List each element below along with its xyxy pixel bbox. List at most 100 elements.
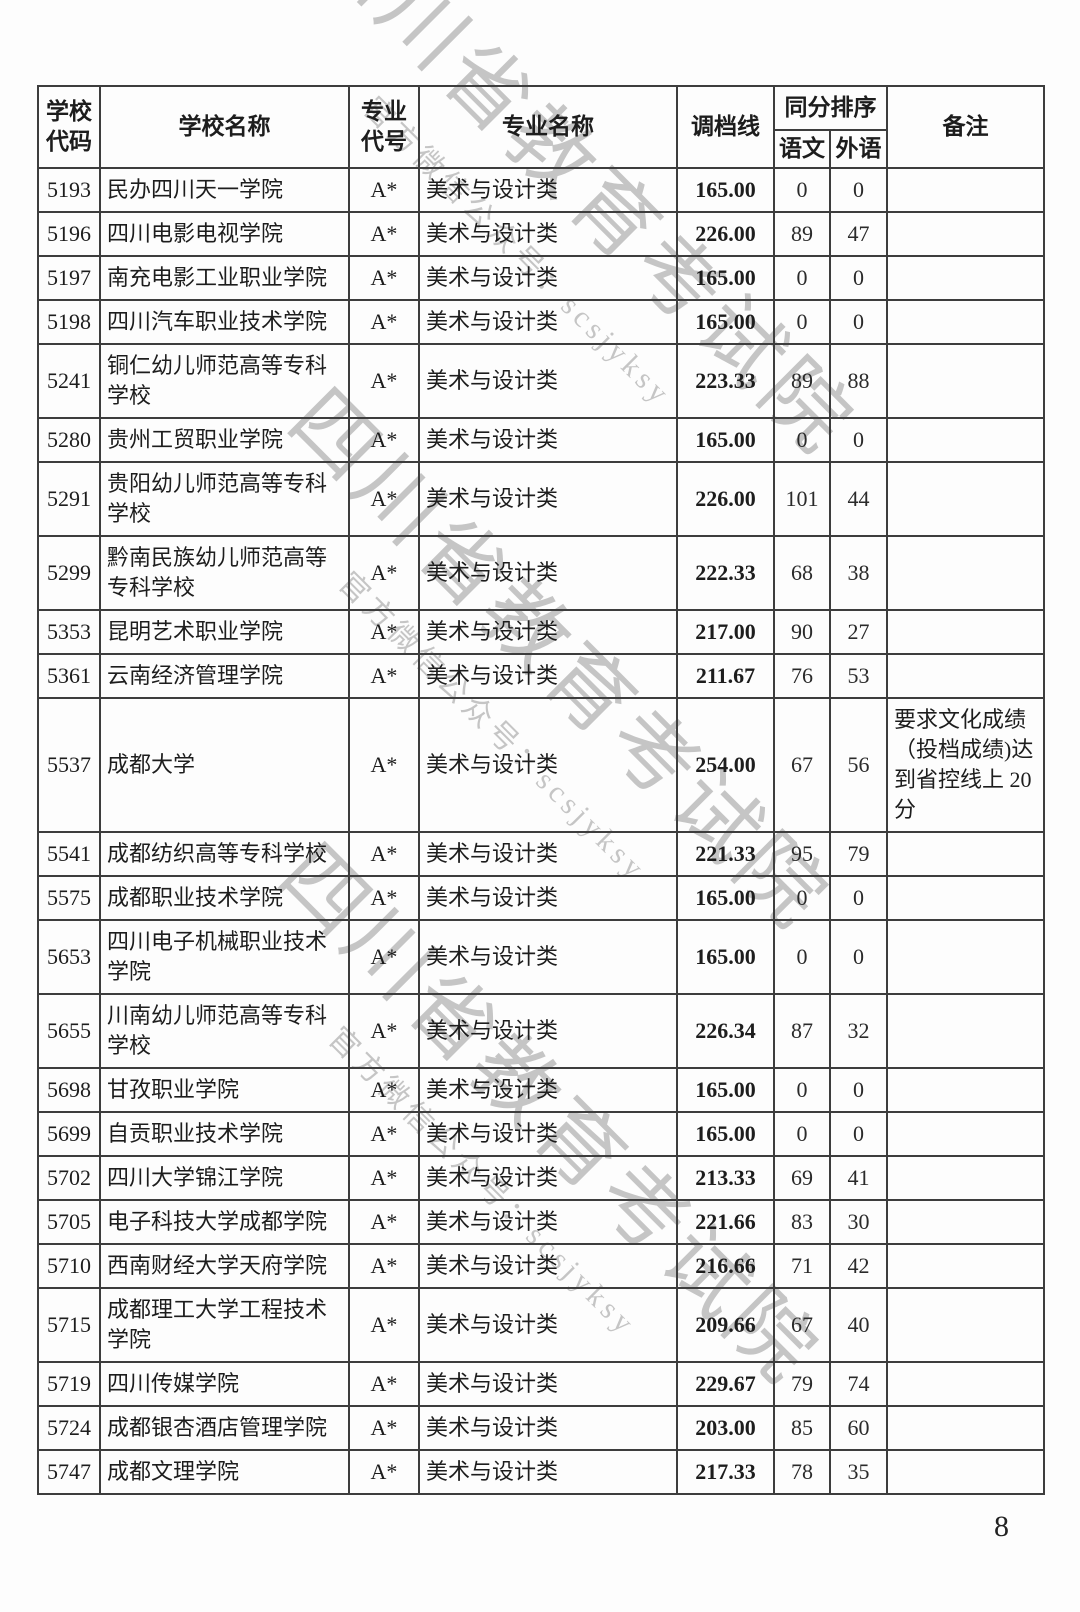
cell-chinese-score: 79: [773, 1361, 831, 1407]
cell-school-name: 云南经济管理学院: [99, 653, 350, 699]
table-row: 5196 四川电影电视学院 A* 美术与设计类 226.00 89 47: [37, 211, 1045, 257]
cell-remark: [886, 875, 1045, 921]
cell-major-code: A*: [348, 831, 420, 877]
cell-school-name: 黔南民族幼儿师范高等专科学校: [99, 535, 350, 611]
cell-chinese-score: 0: [773, 919, 831, 995]
cell-major-name: 美术与设计类: [418, 1111, 678, 1157]
cell-remark: [886, 1405, 1045, 1451]
cell-major-name: 美术与设计类: [418, 1067, 678, 1113]
col-header-major-name: 专业名称: [418, 85, 678, 169]
table-row: 5197 南充电影工业职业学院 A* 美术与设计类 165.00 0 0: [37, 255, 1045, 301]
cell-major-code: A*: [348, 167, 420, 213]
cell-school-code: 5537: [37, 697, 101, 833]
cell-cutoff-score: 213.33: [676, 1155, 775, 1201]
cell-remark: [886, 1111, 1045, 1157]
cell-chinese-score: 0: [773, 1067, 831, 1113]
cell-foreign-score: 0: [829, 417, 888, 463]
table-row: 5575 成都职业技术学院 A* 美术与设计类 165.00 0 0: [37, 875, 1045, 921]
cell-chinese-score: 68: [773, 535, 831, 611]
cell-major-name: 美术与设计类: [418, 1405, 678, 1451]
cell-school-code: 5280: [37, 417, 101, 463]
table-row: 5541 成都纺织高等专科学校 A* 美术与设计类 221.33 95 79: [37, 831, 1045, 877]
cell-remark: [886, 1067, 1045, 1113]
cell-remark: [886, 1243, 1045, 1289]
cell-remark: [886, 653, 1045, 699]
cell-school-name: 成都大学: [99, 697, 350, 833]
cell-chinese-score: 0: [773, 1111, 831, 1157]
cell-major-name: 美术与设计类: [418, 211, 678, 257]
cell-cutoff-score: 217.00: [676, 609, 775, 655]
cell-foreign-score: 42: [829, 1243, 888, 1289]
cell-cutoff-score: 226.00: [676, 461, 775, 537]
cell-major-code: A*: [348, 1361, 420, 1407]
cell-remark: [886, 1449, 1045, 1495]
cell-chinese-score: 78: [773, 1449, 831, 1495]
table-row: 5198 四川汽车职业技术学院 A* 美术与设计类 165.00 0 0: [37, 299, 1045, 345]
table-row: 5719 四川传媒学院 A* 美术与设计类 229.67 79 74: [37, 1361, 1045, 1407]
cell-school-code: 5541: [37, 831, 101, 877]
col-header-chinese: 语文: [773, 129, 831, 169]
cell-remark: [886, 1287, 1045, 1363]
cell-school-code: 5196: [37, 211, 101, 257]
cell-major-code: A*: [348, 1405, 420, 1451]
cell-foreign-score: 0: [829, 919, 888, 995]
cell-chinese-score: 90: [773, 609, 831, 655]
cell-major-code: A*: [348, 609, 420, 655]
cell-major-name: 美术与设计类: [418, 1449, 678, 1495]
cell-chinese-score: 69: [773, 1155, 831, 1201]
cell-major-name: 美术与设计类: [418, 609, 678, 655]
cell-remark: [886, 343, 1045, 419]
cell-chinese-score: 67: [773, 697, 831, 833]
cell-chinese-score: 87: [773, 993, 831, 1069]
cell-major-name: 美术与设计类: [418, 461, 678, 537]
cell-foreign-score: 0: [829, 875, 888, 921]
table-row: 5653 四川电子机械职业技术学院 A* 美术与设计类 165.00 0 0: [37, 919, 1045, 995]
cell-cutoff-score: 165.00: [676, 875, 775, 921]
cell-chinese-score: 89: [773, 211, 831, 257]
cell-chinese-score: 0: [773, 255, 831, 301]
table-row: 5280 贵州工贸职业学院 A* 美术与设计类 165.00 0 0: [37, 417, 1045, 463]
cell-school-code: 5698: [37, 1067, 101, 1113]
table-row: 5299 黔南民族幼儿师范高等专科学校 A* 美术与设计类 222.33 68 …: [37, 535, 1045, 611]
cell-foreign-score: 74: [829, 1361, 888, 1407]
cell-foreign-score: 56: [829, 697, 888, 833]
cell-remark: [886, 1155, 1045, 1201]
cell-major-name: 美术与设计类: [418, 167, 678, 213]
table-row: 5537 成都大学 A* 美术与设计类 254.00 67 56 要求文化成绩（…: [37, 697, 1045, 833]
cell-school-code: 5719: [37, 1361, 101, 1407]
cell-school-code: 5193: [37, 167, 101, 213]
cell-school-code: 5291: [37, 461, 101, 537]
cell-major-code: A*: [348, 1243, 420, 1289]
cell-cutoff-score: 217.33: [676, 1449, 775, 1495]
cell-cutoff-score: 165.00: [676, 1111, 775, 1157]
cell-remark: [886, 461, 1045, 537]
cell-chinese-score: 0: [773, 167, 831, 213]
cell-cutoff-score: 229.67: [676, 1361, 775, 1407]
cell-major-name: 美术与设计类: [418, 993, 678, 1069]
table-row: 5698 甘孜职业学院 A* 美术与设计类 165.00 0 0: [37, 1067, 1045, 1113]
cell-major-code: A*: [348, 299, 420, 345]
cell-remark: [886, 299, 1045, 345]
cell-foreign-score: 0: [829, 1111, 888, 1157]
cell-school-name: 四川电子机械职业技术学院: [99, 919, 350, 995]
cell-major-name: 美术与设计类: [418, 653, 678, 699]
col-header-school-code: 学校代码: [37, 85, 101, 169]
cell-major-name: 美术与设计类: [418, 1287, 678, 1363]
cell-foreign-score: 44: [829, 461, 888, 537]
cell-major-name: 美术与设计类: [418, 417, 678, 463]
col-header-cutoff-line: 调档线: [676, 85, 775, 169]
cell-remark: [886, 831, 1045, 877]
table-row: 5241 铜仁幼儿师范高等专科学校 A* 美术与设计类 223.33 89 88: [37, 343, 1045, 419]
col-header-school-name: 学校名称: [99, 85, 350, 169]
cell-school-code: 5198: [37, 299, 101, 345]
cell-cutoff-score: 226.00: [676, 211, 775, 257]
cell-cutoff-score: 222.33: [676, 535, 775, 611]
cell-school-name: 成都理工大学工程技术学院: [99, 1287, 350, 1363]
col-header-remarks: 备注: [886, 85, 1045, 169]
cell-chinese-score: 0: [773, 417, 831, 463]
cell-foreign-score: 0: [829, 1067, 888, 1113]
cell-school-name: 成都职业技术学院: [99, 875, 350, 921]
cell-school-name: 贵阳幼儿师范高等专科学校: [99, 461, 350, 537]
cell-school-name: 成都文理学院: [99, 1449, 350, 1495]
cell-school-code: 5575: [37, 875, 101, 921]
